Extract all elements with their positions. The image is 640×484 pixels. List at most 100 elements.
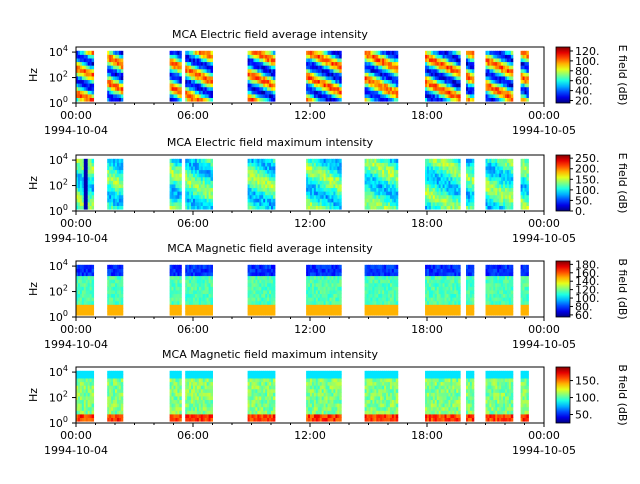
spectrogram-cell	[92, 54, 94, 58]
spectrogram-cell	[179, 90, 181, 94]
spectrogram-cell	[211, 294, 213, 298]
spectrogram-cell	[211, 301, 213, 305]
spectrogram-cell	[472, 177, 474, 181]
spectrogram-cell	[273, 80, 275, 84]
spectrogram-cell	[396, 166, 398, 170]
spectrogram-cell	[458, 159, 460, 163]
spectrogram-cell	[121, 87, 123, 91]
spectrogram-cell	[273, 198, 275, 202]
spectrogram-cell	[472, 54, 474, 58]
spectrogram-cell	[339, 308, 341, 312]
spectrogram-cell	[511, 87, 513, 91]
spectrogram-cell	[472, 76, 474, 80]
spectrogram-cell	[472, 180, 474, 184]
spectrogram-cell	[211, 58, 213, 62]
spectrogram-cell	[526, 90, 528, 94]
x-date-start: 1994-10-04	[44, 232, 108, 245]
spectrogram-cell	[526, 51, 528, 55]
spectrogram-cell	[396, 51, 398, 55]
spectrogram-cell	[339, 62, 341, 66]
spectrogram-cell	[396, 98, 398, 102]
spectrogram-cell	[273, 180, 275, 184]
spectrogram-cell	[458, 180, 460, 184]
spectrogram-cell	[211, 297, 213, 301]
spectrogram-cell	[273, 283, 275, 287]
spectrogram-cell	[526, 191, 528, 195]
spectrogram-cell	[92, 62, 94, 66]
spectrogram-cell	[92, 206, 94, 210]
spectrogram-cell	[211, 290, 213, 294]
spectrogram-cell	[273, 297, 275, 301]
spectrogram-cell	[339, 162, 341, 166]
y-tick-label: 102	[49, 178, 68, 193]
spectrogram-cell	[396, 202, 398, 206]
spectrogram-cell	[396, 272, 398, 276]
spectrogram-cell	[396, 62, 398, 66]
x-tick-label: 06:00	[177, 109, 209, 122]
spectrogram-cell	[396, 90, 398, 94]
spectrogram-cell	[339, 276, 341, 280]
spectrogram-cell	[121, 159, 123, 163]
spectrogram-cell	[526, 80, 528, 84]
spectrogram-cell	[273, 195, 275, 199]
spectrogram-cell	[211, 62, 213, 66]
spectrogram-cell	[396, 188, 398, 192]
spectrogram-cell	[339, 83, 341, 87]
spectrogram-cell	[273, 304, 275, 308]
spectrogram-cell	[511, 206, 513, 210]
spectrogram-cell	[121, 198, 123, 202]
spectrogram-cell	[339, 202, 341, 206]
spectrogram-cell	[526, 94, 528, 98]
spectrogram-cell	[396, 170, 398, 174]
spectrogram-cell	[339, 159, 341, 163]
colorbar	[556, 155, 570, 211]
spectrogram-cell	[92, 283, 94, 287]
spectrogram-cell	[211, 276, 213, 280]
spectrogram-cell	[526, 98, 528, 102]
spectrogram-cell	[396, 87, 398, 91]
x-tick-label: 00:00	[60, 109, 92, 122]
x-tick-label: 12:00	[294, 217, 326, 230]
spectrogram-cell	[179, 162, 181, 166]
spectrogram-cell	[511, 98, 513, 102]
spectrogram-cell	[472, 58, 474, 62]
spectrogram-cell	[121, 268, 123, 272]
spectrogram-cell	[273, 206, 275, 210]
spectrogram-cell	[211, 268, 213, 272]
spectrogram-cell	[396, 65, 398, 69]
spectrogram-cell	[121, 265, 123, 269]
spectrogram-cell	[339, 65, 341, 69]
spectrogram-cell	[179, 308, 181, 312]
spectrogram-cell	[339, 188, 341, 192]
spectrogram-cell	[511, 166, 513, 170]
panel-2: MCA Electric field maximum intensityHz10…	[27, 136, 629, 245]
spectrogram-cell	[179, 195, 181, 199]
spectrogram-cell	[396, 76, 398, 80]
spectrogram-cell	[92, 290, 94, 294]
spectrogram-cell	[458, 80, 460, 84]
spectrogram-cell	[92, 184, 94, 188]
spectrogram-cell	[92, 58, 94, 62]
panel-title: MCA Electric field maximum intensity	[167, 136, 374, 149]
spectrogram-cell	[92, 294, 94, 298]
spectrogram-cell	[472, 87, 474, 91]
spectrogram-cell	[121, 308, 123, 312]
spectrogram-cell	[273, 272, 275, 276]
x-tick-label: 18:00	[411, 217, 443, 230]
panel-3: MCA Magnetic field average intensityHz10…	[27, 242, 629, 351]
spectrogram-cell	[211, 308, 213, 312]
spectrogram-cell	[526, 180, 528, 184]
spectrogram-cell	[273, 279, 275, 283]
spectrogram-cell	[211, 272, 213, 276]
spectrogram-cells	[76, 51, 529, 102]
spectrogram-cell	[121, 58, 123, 62]
spectrogram-cell	[92, 265, 94, 269]
spectrogram-cell	[472, 198, 474, 202]
spectrogram-cell	[179, 62, 181, 66]
spectrogram-cell	[121, 69, 123, 73]
spectrogram-cell	[339, 87, 341, 91]
spectrogram-cell	[179, 177, 181, 181]
spectrogram-cell	[511, 69, 513, 73]
spectrogram-cell	[526, 198, 528, 202]
spectrogram-cell	[92, 162, 94, 166]
